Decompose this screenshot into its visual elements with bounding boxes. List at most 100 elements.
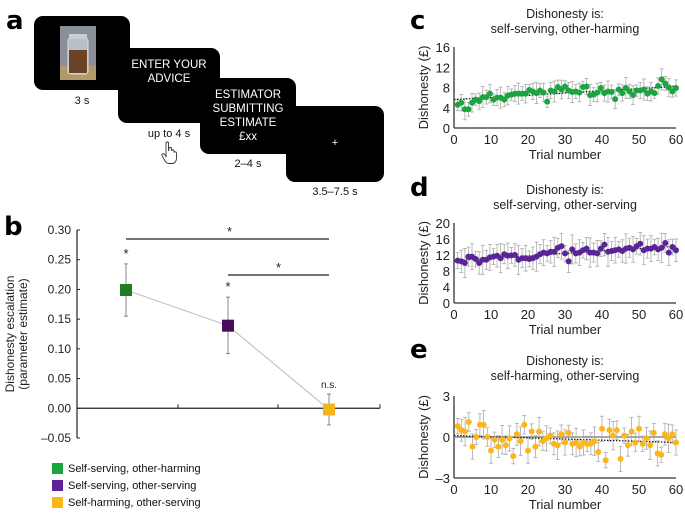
data-point bbox=[597, 245, 604, 252]
data-point bbox=[562, 439, 568, 446]
data-point bbox=[658, 451, 665, 458]
data-point bbox=[583, 83, 590, 90]
chart-b: 0.30 0.25 0.20 0.15 0.10 0.05 0.00 –0.05 Dishone… bbox=[3, 223, 381, 445]
x-tick-label: 20 bbox=[521, 307, 535, 322]
data-point bbox=[639, 440, 646, 447]
duration-3s: 3 s bbox=[74, 95, 90, 107]
data-point bbox=[540, 89, 547, 96]
data-point bbox=[562, 83, 569, 90]
y-tick-label: 0.15 bbox=[48, 312, 72, 326]
data-point bbox=[602, 457, 609, 464]
data-point bbox=[628, 428, 635, 435]
data-point bbox=[665, 435, 672, 442]
x-tick-label: 0 bbox=[450, 132, 457, 147]
chart-subtitle: self-serving, other-serving bbox=[493, 198, 637, 212]
data-point bbox=[525, 447, 531, 454]
legend-swatch-green bbox=[52, 463, 63, 474]
data-point bbox=[601, 241, 608, 248]
data-point bbox=[619, 90, 626, 97]
data-point bbox=[521, 421, 528, 428]
data-point bbox=[532, 443, 539, 450]
data-point bbox=[558, 243, 565, 250]
data-point bbox=[513, 431, 520, 438]
trend-line bbox=[453, 435, 677, 444]
data-point bbox=[488, 447, 494, 454]
data-point bbox=[558, 431, 565, 438]
data-point bbox=[462, 428, 469, 435]
x-tick-label: 40 bbox=[595, 132, 609, 147]
panel-letter-e: e bbox=[410, 335, 428, 365]
legend-item: Self-serving, other-serving bbox=[52, 477, 201, 494]
legend-swatch-purple bbox=[52, 480, 63, 491]
x-tick-label: 60 bbox=[669, 482, 683, 497]
y-tick-label: 0.00 bbox=[48, 401, 72, 415]
duration-3-5-7-5s: 3.5–7.5 s bbox=[312, 186, 358, 198]
data-point bbox=[595, 449, 602, 456]
data-point bbox=[473, 434, 480, 440]
data-point bbox=[594, 89, 601, 96]
data-point bbox=[673, 439, 679, 446]
y-tick-label: –0.05 bbox=[41, 431, 71, 445]
data-point bbox=[499, 436, 506, 443]
data-point bbox=[497, 255, 504, 262]
data-point bbox=[636, 425, 642, 432]
y-tick-label: 16 bbox=[436, 40, 450, 55]
legend-label: Self-serving, other-harming bbox=[68, 462, 201, 475]
data-point bbox=[647, 442, 654, 449]
x-tick-label: 60 bbox=[669, 307, 683, 322]
data-point bbox=[491, 436, 498, 443]
y-axis-label: Dishonesty (£) bbox=[416, 221, 431, 305]
significance-star: * bbox=[276, 260, 281, 275]
data-point bbox=[576, 443, 583, 450]
data-point bbox=[662, 80, 669, 87]
data-point bbox=[594, 250, 601, 257]
y-tick-label: 3 bbox=[443, 389, 450, 404]
fixation-cross: + bbox=[331, 137, 339, 149]
data-point bbox=[495, 443, 502, 450]
data-point bbox=[469, 443, 476, 450]
x-tick-label: 30 bbox=[558, 307, 572, 322]
x-tick-label: 30 bbox=[558, 482, 572, 497]
y-axis-label: Dishonesty escalation(parameter estimate… bbox=[3, 276, 30, 393]
duration-up-to-4s: up to 4 s bbox=[147, 128, 191, 140]
x-axis-label: Trial number bbox=[529, 147, 602, 162]
chart-title: Dishonesty is: bbox=[526, 7, 604, 21]
screen-text: SUBMITTING bbox=[212, 103, 284, 115]
data-point bbox=[562, 250, 569, 257]
y-tick-label: 0.20 bbox=[48, 282, 72, 296]
data-point bbox=[510, 453, 517, 460]
data-point bbox=[673, 247, 679, 254]
legend-label: Self-harming, other-serving bbox=[68, 496, 201, 509]
panel-letter-a: a bbox=[6, 6, 24, 36]
data-point bbox=[458, 99, 465, 106]
legend-item: Self-serving, other-harming bbox=[52, 460, 201, 477]
data-point bbox=[630, 92, 637, 99]
data-point bbox=[669, 431, 676, 438]
data-point bbox=[484, 434, 491, 440]
legend-swatch-yellow bbox=[52, 497, 63, 508]
x-tick-label: 50 bbox=[632, 307, 646, 322]
y-tick-label: 4 bbox=[443, 280, 450, 295]
data-point bbox=[599, 425, 605, 432]
y-tick-label: 0.05 bbox=[48, 372, 72, 386]
data-point bbox=[476, 98, 483, 105]
y-tick-label: 8 bbox=[443, 264, 450, 279]
y-tick-label: 4 bbox=[443, 101, 450, 116]
y-tick-label: 8 bbox=[443, 81, 450, 96]
panel-letter-d: d bbox=[410, 173, 429, 203]
data-point bbox=[222, 319, 234, 332]
data-point bbox=[606, 427, 613, 434]
legend-item: Self-harming, other-serving bbox=[52, 494, 201, 511]
data-point bbox=[536, 428, 543, 435]
data-point bbox=[551, 248, 558, 255]
data-point bbox=[651, 90, 658, 97]
x-tick-label: 40 bbox=[595, 307, 609, 322]
chart-title: Dishonesty is: bbox=[526, 354, 604, 368]
duration-2-4s: 2–4 s bbox=[234, 158, 262, 170]
data-point bbox=[565, 258, 572, 265]
data-point bbox=[643, 435, 650, 442]
x-tick-label: 10 bbox=[484, 132, 498, 147]
data-point bbox=[640, 86, 647, 93]
data-point bbox=[650, 429, 657, 436]
